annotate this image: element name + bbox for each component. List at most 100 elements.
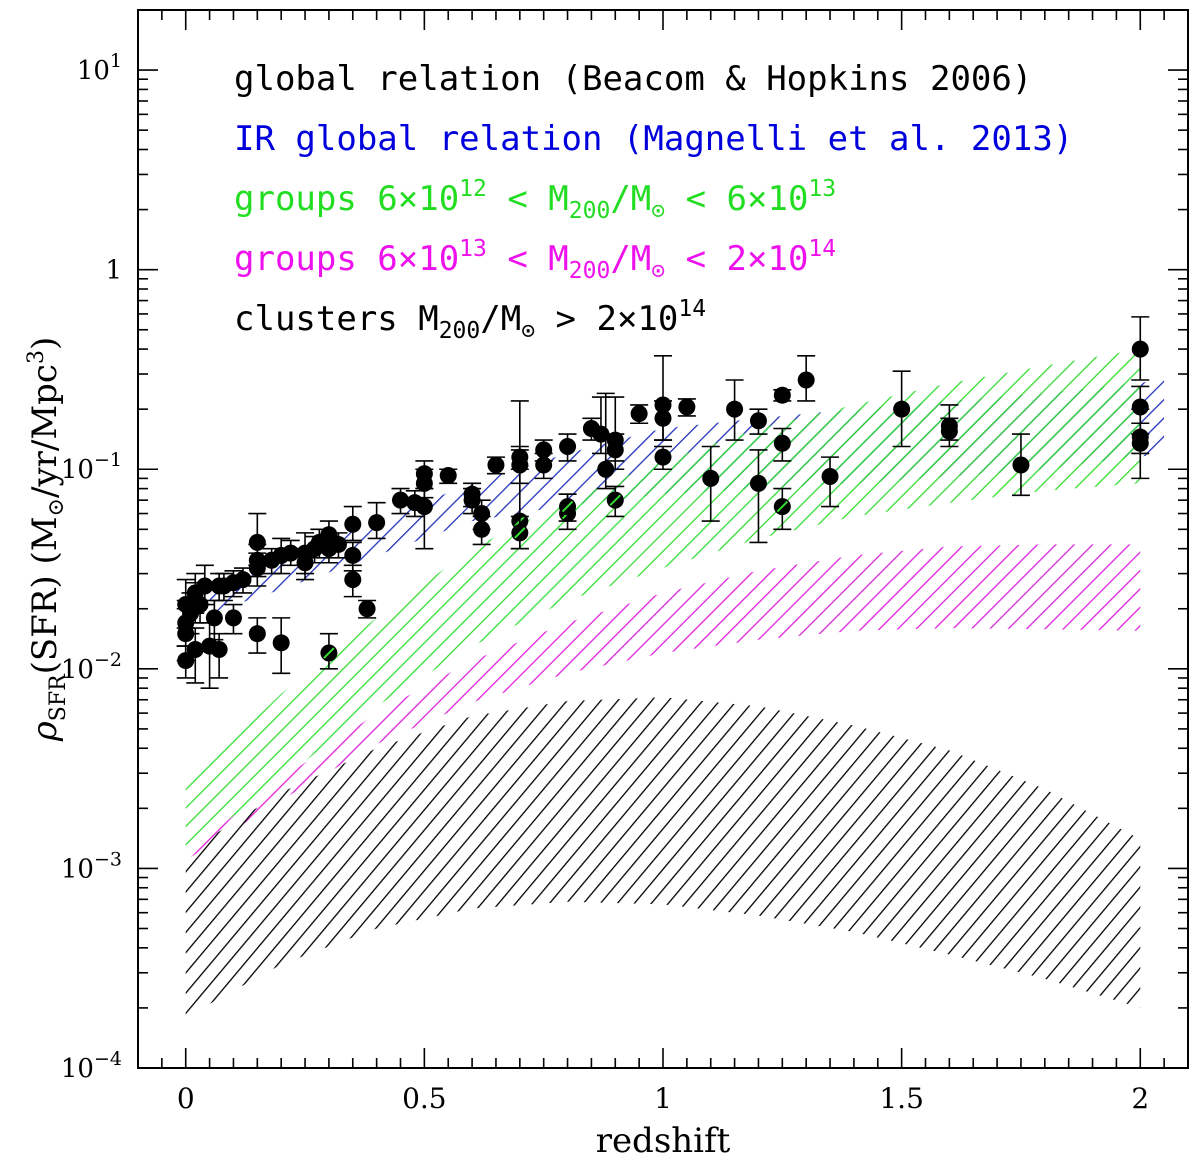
data-point — [224, 603, 243, 635]
data-point — [606, 485, 625, 518]
legend-entry: IR global relation (Magnelli et al. 2013… — [234, 119, 1073, 159]
data-point — [773, 386, 792, 404]
point-hatch — [561, 500, 574, 513]
data-point — [272, 617, 291, 675]
point-marker — [224, 609, 242, 627]
point-marker — [248, 559, 266, 577]
point-marker — [282, 544, 300, 562]
data-point — [940, 417, 959, 448]
point-marker — [392, 491, 409, 509]
x-tick-label: 0 — [177, 1082, 195, 1115]
data-point — [329, 532, 348, 559]
y-tick-label: 10−4 — [61, 1048, 122, 1084]
point-marker — [1131, 398, 1149, 416]
point-marker — [210, 640, 228, 658]
point-marker — [940, 422, 958, 440]
point-hatch — [323, 647, 335, 659]
data-point — [248, 617, 267, 654]
data-point — [606, 433, 625, 471]
point-marker — [205, 609, 223, 627]
data-point — [296, 547, 315, 581]
point-hatch — [609, 494, 621, 506]
data-point — [596, 392, 615, 490]
point-marker — [797, 371, 815, 389]
data-point — [343, 564, 362, 598]
data-point — [534, 452, 553, 480]
point-marker — [1131, 340, 1149, 358]
point-marker — [773, 434, 791, 452]
data-point — [210, 632, 229, 679]
data-point — [176, 645, 195, 679]
point-marker — [234, 571, 252, 589]
y-axis-label: ρSFR(SFR) (M⊙/yr/Mpc3) — [24, 337, 71, 743]
x-tick-label: 0.5 — [402, 1082, 447, 1115]
data-point — [1131, 316, 1150, 381]
point-hatch — [776, 500, 789, 513]
point-marker — [473, 505, 491, 523]
x-tick-label: 1 — [654, 1082, 672, 1115]
data-point — [892, 370, 911, 448]
data-point — [195, 564, 214, 606]
data-point — [343, 505, 362, 542]
data-point — [186, 627, 205, 684]
legend-entry: clusters M200/M⊙ > 2×1014 — [234, 296, 706, 344]
y-tick-label: 10−2 — [61, 649, 122, 685]
point-marker — [1131, 434, 1149, 452]
legend-entry: groups 6×1013 < M200/M⊙ < 2×1014 — [234, 236, 836, 284]
data-points — [176, 316, 1150, 689]
point-marker — [559, 438, 577, 456]
hatched-bands — [185, 349, 1165, 1018]
point-marker — [415, 498, 433, 516]
point-marker — [630, 405, 648, 423]
point-marker — [606, 441, 624, 459]
x-tick-label: 2 — [1131, 1082, 1149, 1115]
point-marker — [654, 409, 672, 427]
band-3 — [185, 544, 1141, 861]
point-hatch — [514, 527, 526, 539]
legend-entry: groups 6×1012 < M200/M⊙ < 6×1013 — [234, 176, 836, 224]
point-marker — [248, 625, 266, 643]
data-point — [358, 599, 377, 619]
point-marker — [726, 400, 744, 418]
band-4 — [185, 697, 1141, 1018]
legend: global relation (Beacom & Hopkins 2006) I… — [234, 59, 1073, 344]
legend-entry: global relation (Beacom & Hopkins 2006) — [234, 59, 1032, 99]
point-marker — [415, 474, 433, 492]
data-point — [234, 567, 252, 594]
x-tick-label: 1.5 — [879, 1082, 924, 1115]
point-marker — [654, 448, 672, 466]
data-point — [773, 427, 792, 462]
data-point — [701, 445, 720, 522]
x-axis-label: redshift — [596, 1121, 731, 1160]
data-point — [821, 456, 840, 508]
data-point — [472, 515, 491, 546]
data-point — [248, 552, 267, 587]
point-marker — [439, 467, 457, 485]
data-point — [630, 404, 649, 425]
point-marker — [473, 520, 491, 538]
point-marker — [344, 571, 362, 589]
point-marker — [344, 515, 362, 533]
point-marker — [248, 533, 266, 551]
point-marker — [821, 467, 839, 485]
y-tick-label: 10−3 — [61, 848, 122, 884]
data-point — [463, 487, 482, 515]
data-point — [391, 487, 410, 515]
axis-ticks — [138, 9, 1189, 1069]
data-point — [749, 449, 768, 544]
point-marker — [186, 640, 204, 658]
point-marker — [893, 400, 911, 418]
data-point — [281, 539, 300, 567]
data-point — [654, 400, 672, 441]
data-point — [558, 493, 577, 522]
data-point — [1131, 408, 1150, 480]
y-tick-labels: 10−4 10−3 10−2 10−1 1 101 — [61, 50, 122, 1084]
point-marker — [272, 634, 290, 652]
data-point — [415, 487, 434, 550]
data-point — [1011, 433, 1030, 497]
point-marker — [597, 460, 615, 478]
point-marker — [463, 491, 481, 509]
point-marker — [487, 456, 505, 474]
band-2 — [185, 349, 1141, 853]
